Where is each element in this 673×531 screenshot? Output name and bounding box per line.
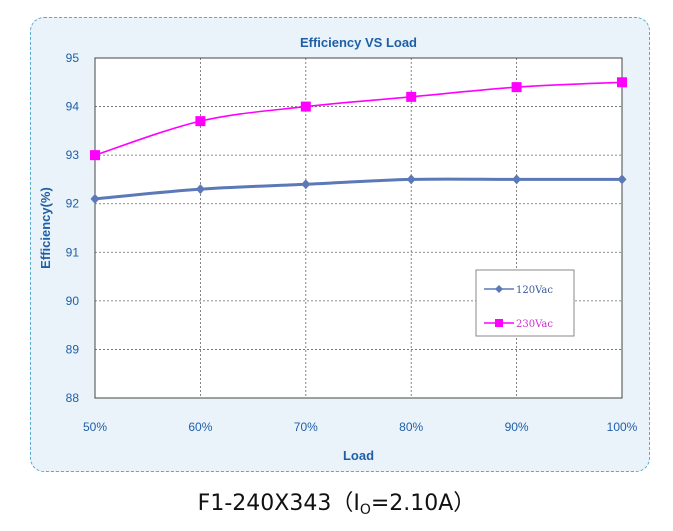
figure-caption: F1-240X343（IO=2.10A） — [0, 485, 673, 518]
x-tick-label: 80% — [399, 420, 423, 434]
x-tick-label: 90% — [505, 420, 529, 434]
y-tick-label: 92 — [66, 197, 80, 211]
y-axis-label: Efficiency(%) — [38, 187, 53, 269]
caption-prefix: F1-240X343（I — [197, 491, 360, 516]
y-tick-label: 89 — [66, 342, 80, 356]
x-tick-label: 70% — [294, 420, 318, 434]
series-line-230vac — [94, 81, 623, 156]
x-tick-label: 100% — [607, 420, 638, 434]
x-axis-label: Load — [343, 448, 374, 463]
data-point-120vac — [195, 184, 205, 195]
legend-marker-120vac — [495, 285, 503, 293]
data-point-120vac — [90, 193, 100, 204]
y-tick-label: 88 — [66, 391, 80, 405]
y-tick-label: 90 — [66, 294, 80, 308]
chart-title: Efficiency VS Load — [300, 35, 417, 50]
y-tick-label: 93 — [66, 148, 80, 162]
data-point-230vac — [511, 82, 522, 93]
legend-box — [475, 269, 575, 337]
data-point-230vac — [90, 150, 100, 161]
legend-label-120vac: 120Vac — [516, 285, 553, 296]
data-point-120vac — [512, 174, 522, 185]
legend-marker-230vac — [495, 319, 503, 327]
data-point-230vac — [617, 77, 627, 88]
data-point-230vac — [300, 101, 311, 112]
caption-subscript: O — [359, 502, 371, 518]
legend-label-230vac: 230Vac — [516, 319, 553, 330]
data-point-230vac — [406, 91, 417, 102]
y-tick-label: 94 — [66, 100, 80, 114]
plot-frame — [94, 57, 623, 399]
x-tick-label: 60% — [188, 420, 212, 434]
data-point-120vac — [301, 179, 311, 190]
plot-area — [95, 58, 622, 398]
y-tick-label: 95 — [66, 51, 80, 65]
caption-suffix: =2.10A） — [370, 491, 476, 516]
x-tick-label: 50% — [83, 420, 107, 434]
data-point-120vac — [617, 174, 627, 185]
data-point-230vac — [195, 116, 206, 127]
data-point-120vac — [406, 174, 416, 185]
y-tick-label: 91 — [66, 245, 80, 259]
efficiency-chart: 88 89 90 91 92 93 94 95 50% 60% 70% 80% 90% 100% Effic… — [38, 35, 638, 463]
series-line-120vac — [94, 177, 622, 201]
